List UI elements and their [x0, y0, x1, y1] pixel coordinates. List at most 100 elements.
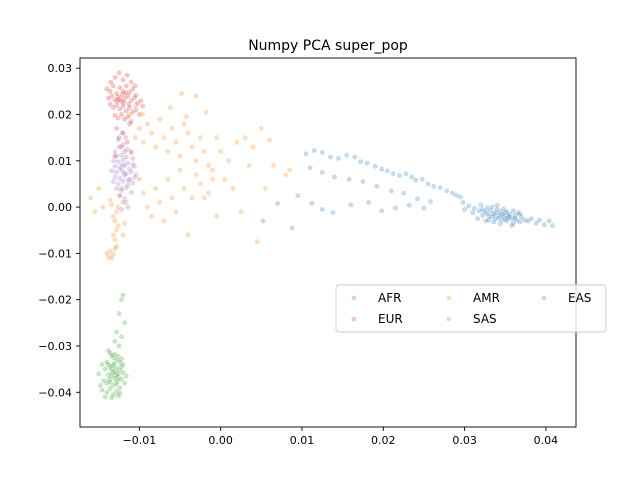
point-eas-50 [97, 382, 103, 388]
point-amr-59 [169, 195, 175, 201]
point-amr-47 [242, 135, 248, 141]
point-afr-90 [497, 221, 503, 227]
point-eas-13 [114, 357, 120, 363]
point-eas-12 [112, 351, 118, 357]
point-sas-48 [119, 162, 125, 168]
point-amr-22 [128, 149, 134, 154]
point-eur-42 [122, 116, 128, 122]
point-eas-33 [115, 375, 121, 380]
point-afr-91 [504, 209, 510, 215]
point-afr-95 [486, 217, 492, 223]
point-amr-14 [115, 204, 121, 210]
series-afr [260, 148, 555, 231]
point-afr-40 [348, 202, 354, 208]
point-eur-17 [106, 95, 111, 101]
point-amr-44 [218, 149, 224, 154]
point-afr-24 [458, 194, 463, 200]
point-eur-16 [133, 92, 139, 98]
point-eur-23 [125, 93, 131, 99]
point-amr-48 [250, 144, 256, 150]
point-afr-19 [431, 183, 437, 189]
point-eas-54 [99, 362, 105, 367]
point-amr-66 [197, 181, 203, 187]
point-afr-60 [489, 204, 495, 210]
point-eur-43 [125, 114, 131, 120]
point-sas-30 [110, 179, 116, 185]
point-sas-44 [115, 137, 121, 143]
point-eur-33 [120, 103, 126, 109]
legend-label-eur: EUR [378, 312, 403, 326]
point-eur-56 [119, 92, 125, 98]
point-afr-62 [493, 216, 498, 222]
legend-label-afr: AFR [378, 291, 401, 305]
point-eur-19 [112, 97, 118, 103]
point-amr-8 [110, 232, 116, 238]
point-afr-28 [332, 174, 337, 180]
point-eur-36 [130, 109, 136, 115]
point-afr-61 [491, 211, 497, 217]
point-amr-43 [214, 135, 220, 141]
point-amr-73 [238, 209, 244, 215]
point-eas-37 [107, 379, 113, 385]
point-sas-27 [122, 173, 128, 179]
point-afr-101 [506, 213, 511, 219]
point-afr-41 [366, 200, 372, 205]
point-eur-13 [123, 83, 129, 89]
y-tick-label: −0.01 [38, 247, 72, 260]
point-afr-2 [319, 150, 325, 155]
point-amr-5 [112, 246, 118, 252]
point-amr-63 [185, 232, 191, 238]
point-sas-29 [132, 175, 137, 180]
point-eur-58 [123, 90, 128, 96]
point-afr-6 [352, 154, 358, 160]
point-eas-47 [102, 394, 108, 400]
point-afr-97 [501, 206, 507, 212]
point-amr-13 [114, 209, 120, 215]
point-afr-56 [482, 209, 488, 215]
point-eur-55 [114, 98, 120, 104]
x-axis: −0.01 0.00 0.01 0.02 0.03 0.04 [122, 427, 558, 447]
point-sas-6 [119, 152, 124, 158]
point-afr-21 [444, 188, 450, 194]
point-eas-19 [106, 362, 111, 367]
point-afr-64 [496, 212, 502, 218]
point-amr-68 [206, 190, 211, 196]
point-eur-5 [128, 79, 134, 85]
point-sas-36 [119, 187, 124, 193]
point-eas-59 [114, 378, 120, 384]
point-eas-43 [107, 386, 113, 392]
point-sas-49 [126, 177, 132, 183]
point-afr-29 [346, 176, 352, 182]
point-amr-30 [161, 135, 167, 141]
point-afr-77 [517, 219, 523, 225]
point-eas-31 [109, 373, 115, 379]
point-amr-42 [210, 176, 215, 182]
point-eas-10 [109, 352, 115, 358]
point-eas-58 [106, 376, 112, 382]
point-amr-80 [88, 195, 94, 201]
chart-title: Numpy PCA super_pop [248, 38, 408, 54]
point-eas-16 [119, 356, 124, 362]
x-tick-label: 0.02 [371, 434, 396, 447]
point-eas-25 [115, 371, 121, 377]
point-afr-45 [421, 205, 427, 211]
point-amr-26 [145, 121, 150, 127]
point-amr-32 [169, 125, 175, 131]
point-eur-0 [108, 79, 114, 85]
point-afr-25 [460, 200, 466, 205]
legend-marker-eur [351, 316, 357, 322]
point-eur-4 [124, 72, 130, 78]
point-afr-104 [512, 215, 518, 221]
point-afr-47 [289, 225, 295, 231]
point-afr-70 [506, 214, 511, 220]
point-sas-41 [120, 200, 126, 205]
point-eur-6 [132, 83, 138, 89]
point-eur-41 [119, 112, 124, 117]
point-eas-0 [120, 292, 126, 298]
point-afr-80 [525, 218, 531, 224]
point-eas-30 [106, 372, 111, 378]
point-eas-48 [109, 395, 115, 401]
point-sas-21 [119, 167, 124, 173]
point-amr-56 [157, 200, 163, 205]
